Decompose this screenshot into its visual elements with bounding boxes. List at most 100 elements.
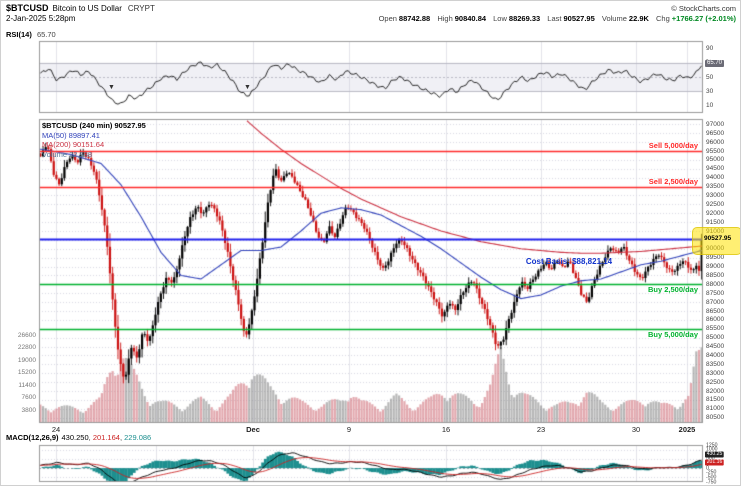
price-tick-label: 85000: [706, 334, 725, 342]
macd-signal-value: 201.164: [89, 433, 120, 442]
price-tick-label: 92000: [706, 209, 725, 217]
rsi-label: RSI(14): [6, 30, 32, 39]
volume-tick-label: 26600: [17, 331, 36, 339]
macd-signal-tag: 201.16: [705, 459, 725, 466]
low-label: Low: [493, 14, 507, 23]
price-tick-label: 80500: [706, 414, 725, 422]
strategy-line-label: Sell 2,500/day: [648, 176, 698, 186]
yellow-highlight-annotation: [692, 227, 740, 255]
header-row-1: $BTCUSD Bitcoin to US Dollar CRYPT © Sto…: [6, 3, 736, 13]
price-tick-label: 81000: [706, 405, 725, 413]
cost-basis-annotation: Cost Basis: $88,821.14: [525, 257, 613, 266]
price-tick-label: 92500: [706, 200, 725, 208]
macd-tick-label: -500: [706, 474, 717, 481]
price-tick-label: 96000: [706, 138, 725, 146]
rsi-value-tag: 65.70: [705, 60, 725, 67]
last-price-tag: 90527.95: [704, 235, 732, 242]
quote-summary: Open 88742.88 High 90840.84 Low 88269.33 La…: [374, 14, 736, 23]
chg-value: +1766.27 (+2.01%): [671, 14, 736, 23]
volume-value: 22.9K: [628, 14, 649, 23]
price-tick-label: 91500: [706, 218, 725, 226]
legend-ma200: MA(200) 90151.64: [42, 140, 105, 149]
rsi-value: 65.70: [36, 30, 56, 39]
price-tick-label: 86500: [706, 307, 725, 315]
price-tick-label: 93000: [706, 191, 725, 199]
macd-hist-value: 229.086: [120, 433, 151, 442]
header-row-2: 2-Jan-2025 5:28pm Open 88742.88 High 90840…: [6, 14, 736, 23]
price-legend: $BTCUSD (240 min) 90527.95 MA(50) 89897.…: [42, 121, 146, 159]
symbol-description: Bitcoin to US Dollar: [52, 4, 122, 13]
macd-label: MACD(12,26,9): [6, 433, 59, 442]
macd-tick-label: -750: [706, 479, 717, 485]
price-tick-label: 86000: [706, 316, 725, 324]
exchange-label: CRYPT: [127, 4, 155, 13]
volume-tick-label: 15200: [17, 369, 36, 377]
open-value: 88742.88: [398, 14, 431, 23]
macd-value: 430.250: [61, 433, 89, 442]
macd-panel-label: MACD(12,26,9)430.250201.164229.086: [6, 433, 151, 442]
strategy-line-label: Buy 5,000/day: [647, 329, 698, 339]
volume-tick-label: 3800: [21, 406, 36, 414]
legend-volume: Volume 22,938: [42, 149, 93, 159]
price-tick-label: 82000: [706, 387, 725, 395]
x-axis-label: Dec: [246, 425, 260, 434]
last-value: 90527.95: [563, 14, 595, 23]
low-value: 88269.33: [508, 14, 541, 23]
strategy-line-label: Buy 2,500/day: [647, 285, 698, 295]
price-tick-label: 82500: [706, 378, 725, 386]
price-tick-label: 94500: [706, 165, 725, 173]
volume-label: Volume: [601, 14, 627, 23]
high-value: 90840.84: [454, 14, 487, 23]
macd-tick-label: 1250: [706, 442, 718, 448]
price-tick-label: 97000: [706, 120, 725, 128]
legend-ma50: MA(50) 89897.41: [42, 130, 100, 140]
rsi-tick-label: 50: [706, 73, 714, 81]
price-tick-label: 93500: [706, 183, 725, 191]
volume-tick-label: 19000: [17, 356, 36, 364]
rsi-tick-label: 10: [706, 102, 714, 110]
rsi-tick-label: 30: [706, 87, 714, 95]
rsi-tick-label: 90: [706, 44, 714, 52]
x-axis-label: 2025: [678, 425, 696, 434]
macd-line-tag: 430.25: [705, 451, 725, 458]
strategy-line-label: Sell 5,000/day: [648, 141, 698, 150]
last-label: Last: [547, 14, 562, 23]
price-tick-label: 96500: [706, 129, 725, 137]
down-arrow-marker-icon: ▼: [244, 84, 251, 91]
price-tick-label: 84500: [706, 343, 725, 351]
price-tick-label: 87500: [706, 289, 725, 297]
price-tick-label: 88000: [706, 280, 725, 288]
x-axis-label: 23: [536, 425, 546, 434]
price-tick-label: 84000: [706, 351, 725, 359]
copyright: © StockCharts.com: [671, 4, 736, 13]
x-axis-label: 30: [631, 425, 641, 434]
macd-tick-label: 500: [706, 456, 715, 462]
x-axis-label: 16: [441, 425, 451, 434]
price-tick-label: 83500: [706, 360, 725, 368]
macd-tick-label: 1000: [706, 446, 718, 453]
symbol: $BTCUSD: [6, 3, 49, 13]
macd-tick-label: 0: [706, 465, 709, 471]
price-tick-label: 89000: [706, 263, 725, 271]
volume-tick-label: 11400: [18, 381, 36, 389]
x-axis-label: 24: [51, 425, 61, 434]
price-tick-label: 94000: [706, 174, 725, 182]
price-tick-label: 95000: [706, 156, 725, 164]
chart-datetime: 2-Jan-2025 5:28pm: [6, 14, 76, 23]
legend-symbol: $BTCUSD (240 min) 90527.95: [42, 121, 146, 130]
price-tick-label: 83000: [706, 369, 725, 377]
price-tick-label: 95500: [706, 147, 725, 155]
volume-tick-label: 7600: [21, 394, 36, 402]
high-label: High: [437, 14, 453, 23]
macd-tick-label: -250: [706, 469, 717, 476]
price-tick-label: 89500: [706, 254, 725, 262]
volume-tick-label: 22800: [17, 344, 36, 352]
price-tick-label: 81500: [706, 396, 725, 404]
open-label: Open: [378, 14, 397, 23]
x-axis-label: 9: [346, 425, 352, 434]
price-tick-label: 88500: [706, 271, 725, 279]
down-arrow-marker-icon: ▼: [108, 84, 115, 91]
rsi-panel-label: RSI(14) 65.70: [6, 30, 56, 39]
chg-label: Chg: [656, 14, 670, 23]
